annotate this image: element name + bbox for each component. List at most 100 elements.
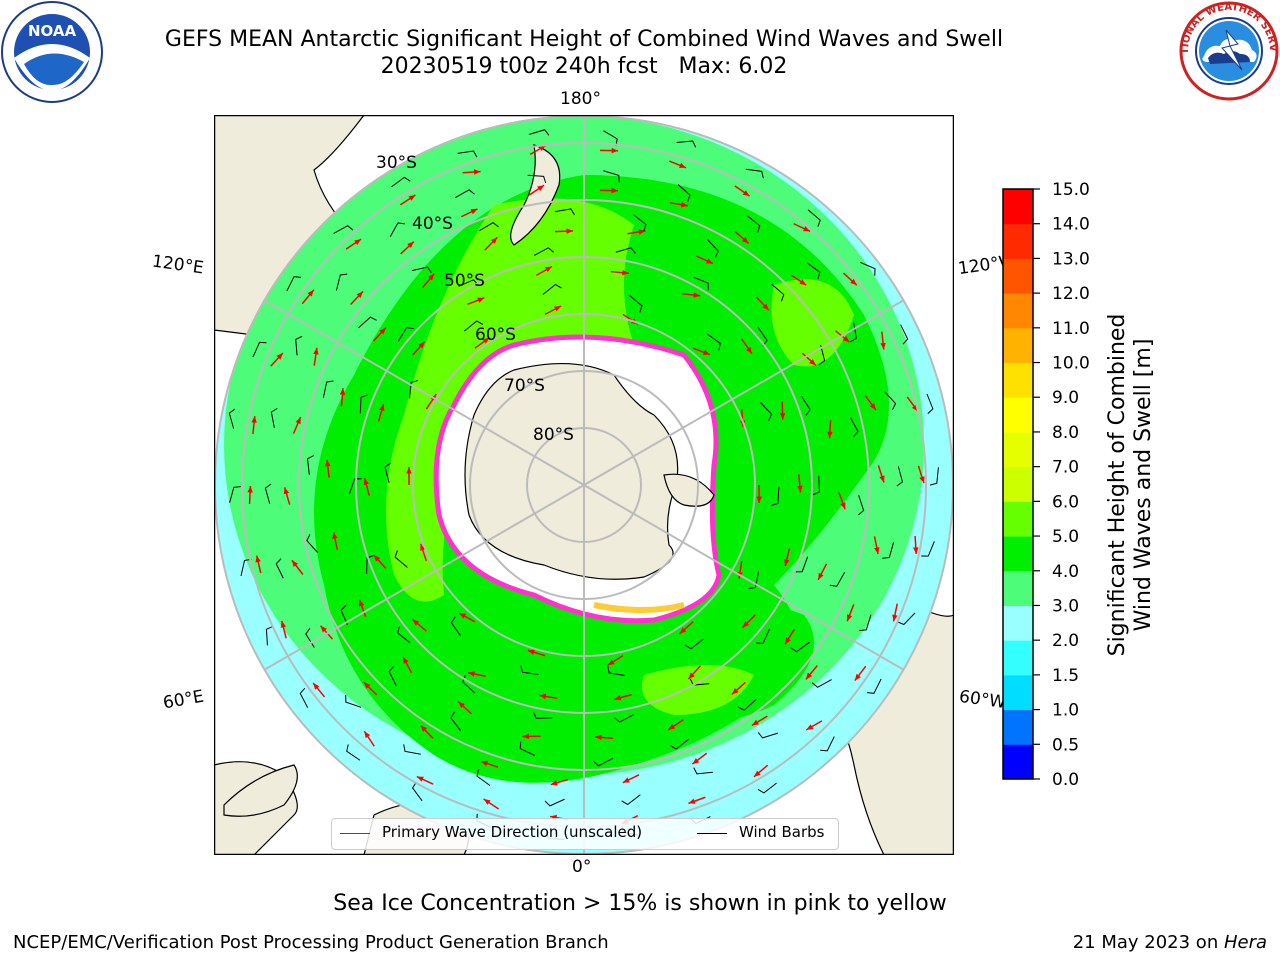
colorbar-tick-label: 5.0 (1052, 527, 1079, 547)
wind-barb (542, 283, 562, 295)
wave-arrow-head (490, 237, 498, 244)
wind-barb (544, 798, 565, 807)
map-border (214, 115, 954, 855)
wave-arrow-head (847, 614, 853, 622)
wave-arrow-head (611, 147, 619, 154)
wave-arrow-head (799, 279, 807, 286)
nws-logo: NATIONAL WEATHER SERVICE (1178, 0, 1279, 101)
colorbar-block (1003, 293, 1033, 329)
wind-barb (811, 679, 832, 688)
wind-barb (346, 744, 361, 761)
noaa-logo-text: NOAA (28, 22, 77, 40)
wave-arrow-head (880, 342, 886, 350)
colorbar-block (1003, 709, 1033, 745)
wind-barb (850, 417, 859, 438)
wind-barb (450, 616, 462, 637)
wind-barb (403, 744, 421, 755)
wave-arrow-head (842, 335, 850, 343)
wind-barb (270, 407, 278, 428)
colorbar-block (1003, 431, 1033, 468)
wind-barb (391, 176, 411, 188)
colorbar-block (1003, 327, 1033, 364)
wave-arrow-head (879, 475, 885, 483)
wind-barb (340, 604, 348, 626)
wave-arrow-head (406, 467, 412, 474)
wind-barb (807, 209, 821, 227)
wave-arrow-head (276, 352, 283, 360)
wave-arrow-head (919, 476, 925, 484)
wave-arrow-head (680, 202, 688, 208)
colorbar-block (1003, 536, 1033, 572)
wind-barb (603, 130, 618, 146)
wind-barb (707, 239, 719, 258)
wind-barb (462, 675, 475, 694)
wind-barb (693, 767, 713, 775)
wind-barb (929, 467, 939, 486)
wave-arrow-head (295, 417, 301, 425)
wind-barb (884, 391, 897, 411)
wave-arrow-head (614, 695, 622, 701)
colorbar-block (1003, 570, 1033, 606)
wind-barb (897, 612, 916, 626)
chart-title: GEFS MEAN Antarctic Significant Height o… (164, 27, 1004, 52)
chart-subtitle: 20230519 t00z 240h fcst Max: 6.02 (380, 54, 788, 79)
wave-arrow-head (742, 237, 749, 244)
wind-barb (335, 273, 348, 291)
colorbar-tick-label: 7.0 (1052, 458, 1079, 478)
wave-arrow-head (458, 701, 465, 708)
wind-barb (228, 408, 236, 429)
lon-label-60e: 60°E (161, 686, 206, 714)
wave-arrow-head (527, 649, 535, 655)
wind-barb (358, 316, 377, 329)
wind-barb (295, 335, 303, 356)
colorbar-block (1003, 640, 1033, 676)
wave-arrow-head (913, 547, 919, 554)
noaa-logo: NOAA (1, 1, 103, 103)
wave-arrow-head (307, 289, 314, 297)
lon-label-0: 0° (572, 857, 592, 877)
wind-barb (746, 215, 761, 233)
wind-barb (677, 184, 691, 202)
wind-barb (450, 711, 461, 731)
wave-arrow-head (731, 688, 739, 695)
land-antarctic-peninsula (663, 473, 715, 507)
wave-arrow-head (483, 799, 491, 805)
wave-arrow-head (470, 208, 478, 215)
wind-barb (771, 487, 780, 506)
colorbar-block (1003, 744, 1033, 780)
wind-barb (860, 261, 876, 276)
wave-arrow-head (468, 671, 475, 677)
colorbar-tick-label: 10.0 (1052, 354, 1090, 374)
footer-machine: Hera (1223, 932, 1267, 953)
wind-barb (632, 214, 647, 232)
wind-barb (306, 534, 318, 553)
wind-barb (926, 393, 934, 415)
wave-arrow-head (247, 485, 253, 493)
wind-barb (529, 129, 550, 136)
wave-arrow-head (827, 431, 833, 439)
wind-barb (520, 665, 539, 675)
wave-arrow-head (668, 724, 676, 730)
wave-arrow-head (622, 777, 630, 783)
wave-arrow-head (538, 145, 546, 151)
wave-arrow-head (480, 760, 488, 767)
wind-barb (684, 638, 704, 650)
wave-arrow-head (379, 327, 386, 335)
wind-barb (519, 741, 535, 756)
wave-arrow-head (363, 478, 369, 486)
wave-arrow-head (850, 278, 857, 286)
wave-arrow-head (482, 337, 490, 344)
wave-arrow-head (427, 273, 435, 281)
wind-barb (669, 738, 690, 750)
wind-barb (411, 781, 423, 802)
wave-arrow-head (702, 349, 710, 355)
wind-barb (829, 572, 846, 587)
wind-barb (866, 678, 882, 694)
wind-barb (857, 495, 865, 516)
wind-barb (603, 170, 620, 183)
wind-barb (737, 698, 757, 711)
colorbar-block (1003, 223, 1033, 259)
wave-arrow-head (363, 682, 371, 689)
wave-arrow-head (313, 347, 319, 355)
wave-arrow-head (688, 798, 696, 804)
